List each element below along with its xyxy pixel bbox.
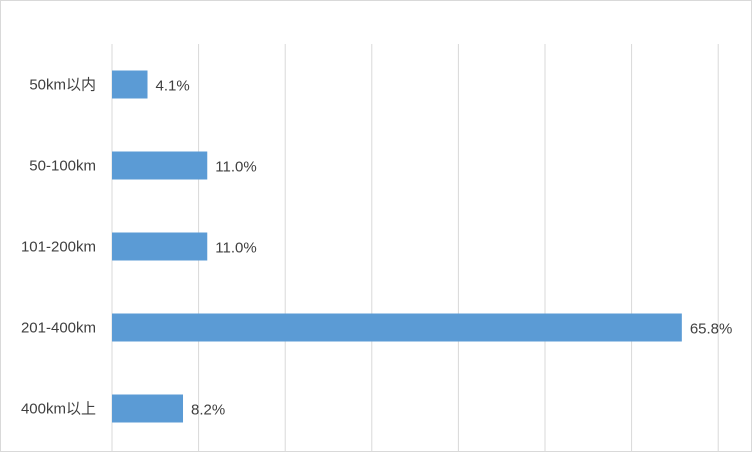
bar	[112, 70, 148, 99]
bar	[112, 151, 208, 180]
data-label: 11.0%	[215, 240, 256, 257]
bar	[112, 232, 208, 261]
category-label: 101-200km	[21, 239, 96, 256]
gridlines	[111, 44, 719, 451]
bar	[112, 394, 184, 423]
data-label: 8.2%	[191, 402, 225, 419]
category-label: 201-400km	[21, 320, 96, 337]
category-label: 50-100km	[29, 158, 96, 175]
bar	[112, 313, 682, 342]
labels: 50km以内 4.1% 50-100km 11.0% 101-200km 11.0% 201…	[21, 77, 732, 419]
data-label: 4.1%	[156, 78, 190, 95]
category-label: 400km以上	[21, 401, 96, 418]
category-label: 50km以内	[29, 77, 96, 94]
data-label: 11.0%	[215, 159, 256, 176]
bars	[112, 70, 682, 423]
data-label: 65.8%	[690, 321, 733, 338]
